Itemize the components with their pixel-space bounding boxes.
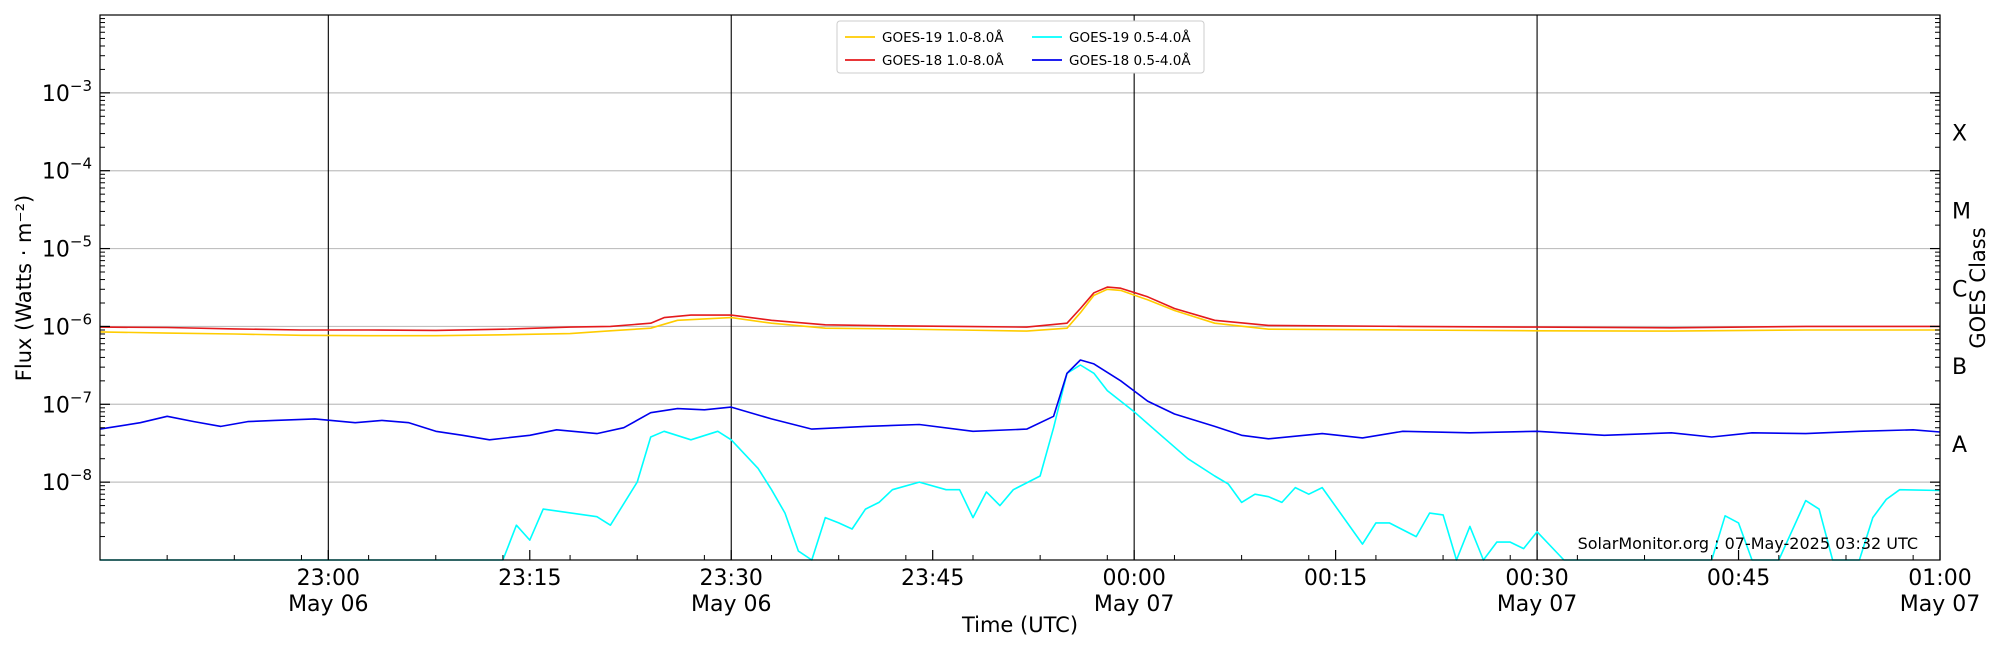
- y-axis-label: Flux (Watts · m⁻²): [12, 195, 36, 381]
- series-line-3: [99, 359, 1941, 441]
- goes-class-label: A: [1952, 433, 1967, 458]
- goes-class-label: C: [1952, 277, 1967, 302]
- x-tick-label: 00:15: [1304, 566, 1367, 591]
- plot-frame: [99, 14, 1941, 561]
- y-tick-label: 10−5: [42, 233, 92, 263]
- x-tick-label: 00:30: [1505, 566, 1568, 591]
- x-tick-date-label: May 07: [1094, 592, 1174, 617]
- x-tick-date-label: May 06: [691, 592, 771, 617]
- x-tick-label: 23:15: [498, 566, 561, 591]
- legend-label: GOES-19 0.5-4.0Å: [1069, 29, 1191, 46]
- x-tick-date-label: May 07: [1900, 592, 1980, 617]
- x-tick-label: 23:45: [901, 566, 964, 591]
- y2-axis-label: GOES Class: [1966, 227, 1990, 348]
- x-tick-label: 01:00: [1908, 566, 1971, 591]
- y-tick-label: 10−4: [42, 155, 92, 185]
- series-line-0: [99, 288, 1940, 337]
- x-tick-label: 23:30: [700, 566, 763, 591]
- x-tick-date-label: May 06: [288, 592, 368, 617]
- legend-box: [836, 20, 1205, 74]
- x-tick-label: 00:45: [1707, 566, 1770, 591]
- x-tick-label: 00:00: [1102, 566, 1165, 591]
- x-tick-date-label: May 07: [1497, 592, 1577, 617]
- y-tick-label: 10−8: [42, 466, 92, 496]
- x-axis-label: Time (UTC): [961, 613, 1078, 637]
- y-tick-label: 10−3: [42, 77, 92, 107]
- credit-text: SolarMonitor.org : 07-May-2025 03:32 UTC: [1578, 534, 1918, 553]
- goes-class-label: M: [1952, 199, 1971, 224]
- legend-label: GOES-18 0.5-4.0Å: [1069, 52, 1191, 69]
- y-tick-label: 10−6: [42, 310, 92, 340]
- series-line-1: [99, 286, 1940, 332]
- goes-class-label: B: [1952, 355, 1967, 380]
- x-tick-label: 23:00: [297, 566, 360, 591]
- legend: GOES-19 1.0-8.0Å GOES-18 1.0-8.0Å GOES-19 …: [836, 20, 1205, 74]
- legend-label: GOES-19 1.0-8.0Å: [882, 29, 1004, 46]
- legend-label: GOES-18 1.0-8.0Å: [882, 52, 1004, 69]
- goes-class-label: X: [1952, 122, 1967, 147]
- y-tick-label: 10−7: [42, 388, 92, 418]
